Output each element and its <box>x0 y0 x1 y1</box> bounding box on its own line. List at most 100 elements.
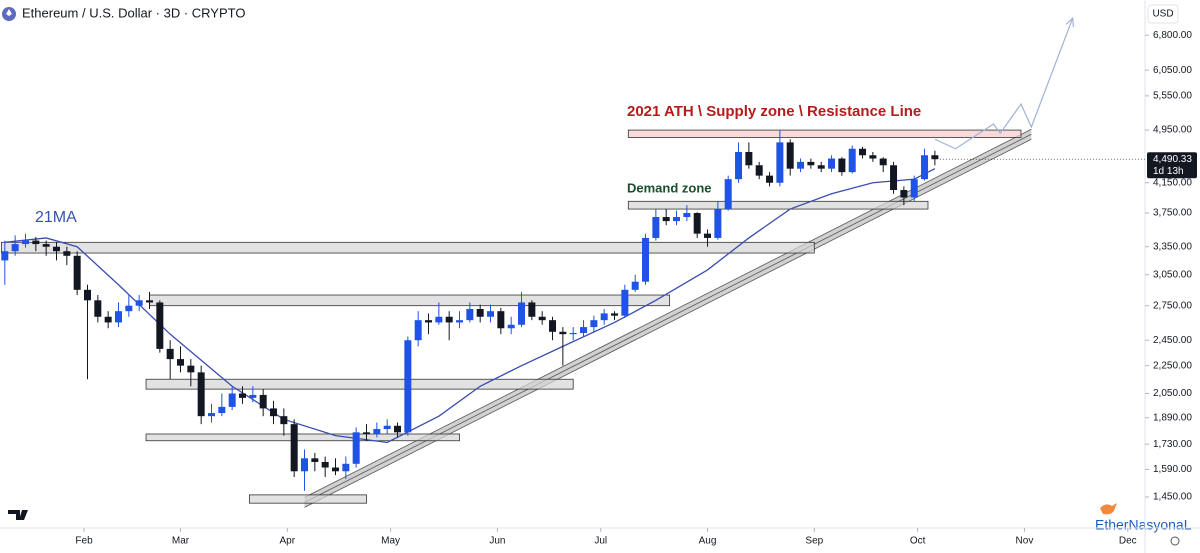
candle-body <box>766 175 774 183</box>
candle-body <box>890 165 898 191</box>
candle-body <box>197 372 205 417</box>
currency-box[interactable] <box>1147 4 1179 24</box>
x-tick-label: Sep <box>805 536 823 547</box>
candle-body <box>662 217 670 222</box>
candle-body <box>487 311 495 317</box>
x-tick-label: Nov <box>1016 536 1034 547</box>
y-tick-label: 1,730.00 <box>1153 439 1192 450</box>
last-price-box <box>1147 152 1197 179</box>
x-tick-label: Jul <box>594 536 607 547</box>
candle-body <box>280 416 288 425</box>
candle-body <box>104 316 112 323</box>
candle-body <box>228 393 236 407</box>
x-tick-label: Oct <box>910 536 926 547</box>
candle-body <box>518 302 526 325</box>
candle-body <box>755 165 763 176</box>
candle-body <box>714 209 722 238</box>
candle-body <box>642 237 650 282</box>
candle-body <box>807 161 815 166</box>
candle-body <box>311 458 319 462</box>
candle-body <box>910 179 918 198</box>
x-tick-label: Apr <box>280 536 296 547</box>
candle-body <box>321 461 329 468</box>
last-price-label: 4,490.33 <box>1153 154 1192 165</box>
candle-body <box>94 300 102 317</box>
candle-body <box>332 467 340 472</box>
candle-body <box>270 408 278 417</box>
candle-body <box>239 393 247 398</box>
coin-glyph <box>6 9 12 16</box>
candle-body <box>631 281 639 290</box>
candle-body <box>435 316 443 323</box>
candle-body <box>249 394 257 398</box>
candle-body <box>683 213 691 218</box>
candle-body <box>569 332 577 335</box>
candle-body <box>125 305 133 312</box>
candle-body <box>848 148 856 173</box>
moving-average <box>4 168 936 444</box>
candle-body <box>290 424 298 472</box>
ma-label: 21MA <box>35 209 77 226</box>
candle-body <box>166 348 174 360</box>
zone <box>145 433 460 442</box>
candle-body <box>724 179 732 210</box>
chart-title: Ethereum / U.S. Dollar · 3D · CRYPTO <box>22 5 245 20</box>
candle-body <box>21 240 29 245</box>
y-tick-label: 3,050.00 <box>1153 269 1192 280</box>
candle-body <box>621 289 629 316</box>
candle-body <box>342 463 350 472</box>
zone <box>627 200 929 210</box>
candle-body <box>425 320 433 323</box>
settings-icon[interactable] <box>1170 536 1180 546</box>
zone <box>627 129 1022 138</box>
supply-label: 2021 ATH \ Supply zone \ Resistance Line <box>627 103 921 120</box>
candle-body <box>559 331 567 335</box>
zone <box>248 494 367 504</box>
y-tick-label: 2,750.00 <box>1153 300 1192 311</box>
y-tick-label: 2,250.00 <box>1153 360 1192 371</box>
candle-body <box>879 158 887 166</box>
candle-body <box>528 302 536 317</box>
candle-body <box>32 240 40 245</box>
candle-body <box>652 217 660 238</box>
candle-body <box>394 425 402 433</box>
candle-body <box>704 233 712 238</box>
x-tick-label: Feb <box>75 536 93 547</box>
candle-body <box>693 213 701 234</box>
currency[interactable]: USD <box>1152 9 1173 20</box>
candle-body <box>538 316 546 321</box>
candle-body <box>797 161 805 169</box>
candle-body <box>931 155 939 160</box>
zone <box>145 378 574 390</box>
candle-body <box>42 244 50 247</box>
projection-arrowhead <box>1065 16 1075 28</box>
candle-body <box>52 246 60 252</box>
y-tick-label: 1,450.00 <box>1153 492 1192 503</box>
x-tick-label: Jun <box>489 536 505 547</box>
zone <box>149 294 671 307</box>
candle-body <box>73 255 81 290</box>
demand-label: Demand zone <box>627 180 712 195</box>
countdown: 1d 13h <box>1153 166 1184 177</box>
candle-body <box>921 155 929 180</box>
candle-body <box>373 429 381 434</box>
candle-body <box>156 302 164 349</box>
bird-icon <box>1100 503 1117 515</box>
candle-body <box>404 340 412 433</box>
candle-body <box>11 244 19 252</box>
y-tick-label: 2,050.00 <box>1153 388 1192 399</box>
candle-body <box>900 190 908 198</box>
y-tick-label: 4,950.00 <box>1153 125 1192 136</box>
candle-body <box>456 320 464 323</box>
candle-body <box>187 365 195 373</box>
candle-body <box>745 151 753 166</box>
zone <box>0 241 815 254</box>
candle-body <box>869 155 877 159</box>
candle-body <box>859 148 867 156</box>
candle-body <box>445 316 453 323</box>
candle-body <box>735 151 743 180</box>
candle-body <box>176 359 184 366</box>
logo <box>8 510 28 520</box>
